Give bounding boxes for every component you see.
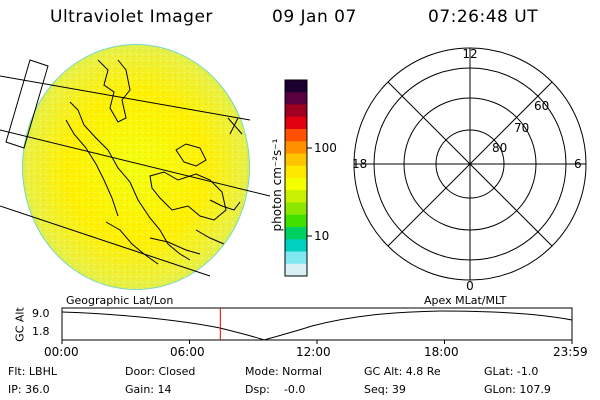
colorbar-cell [285, 165, 307, 179]
timeline-y-tick-low: 1.8 [32, 325, 50, 338]
polar-lat-60: 60 [534, 99, 549, 113]
colorbar-cell [285, 80, 307, 93]
colorbar-cell [285, 202, 307, 216]
colorbar-cell [285, 116, 307, 130]
colorbar-cell [285, 190, 307, 203]
polar-label-12: 12 [462, 47, 477, 61]
timeline-axis-label: GC Alt [13, 307, 27, 342]
timeline-x-tick-1200: 12:00 [296, 345, 331, 359]
info-dsp: Dsp: -0.0 [245, 383, 306, 396]
timeline-plot [61, 307, 573, 344]
colorbar-cell [285, 129, 307, 142]
earth-image [0, 44, 270, 290]
colorbar-cell [285, 153, 307, 167]
info-gain: Gain: 14 [125, 383, 172, 396]
timeline-x-tick-0600: 06:00 [170, 345, 205, 359]
timeline-x-tick-0000: 00:00 [44, 345, 79, 359]
info-gc-alt: GC Alt: 4.8 Re [364, 365, 441, 378]
polar-lat-70: 70 [514, 121, 529, 135]
polar-label-6: 6 [574, 157, 582, 171]
polar-label-18: 18 [352, 157, 367, 171]
colorbar-cell [285, 214, 307, 228]
info-ip: IP: 36.0 [8, 383, 50, 396]
colorbar-cell [285, 227, 307, 240]
info-flt: Flt: LBHL [8, 365, 57, 378]
colorbar-cell [285, 178, 307, 191]
polar-lat-80: 80 [492, 141, 507, 155]
timeline-x-tick-1800: 18:00 [424, 345, 459, 359]
info-seq: Seq: 39 [364, 383, 406, 396]
info-mode: Mode: Normal [245, 365, 322, 378]
colorbar-cell [285, 251, 307, 265]
polar-label-0: 0 [466, 279, 474, 293]
timeline-y-tick-high: 9.0 [32, 307, 50, 320]
timeline-right-label: Apex MLat/MLT [424, 294, 507, 307]
info-door: Door: Closed [125, 365, 196, 378]
info-glat: GLat: -1.0 [484, 365, 539, 378]
colorbar [284, 79, 312, 277]
time-label: 07:26:48 UT [428, 7, 539, 27]
colorbar-cell [285, 263, 307, 277]
polar-plot: 12 18 6 0 60 70 80 [352, 47, 587, 293]
colorbar-tick-100: 100 [314, 141, 337, 155]
timeline-left-label: Geographic Lat/Lon [66, 294, 174, 307]
colorbar-unit-label: photon cm⁻²s⁻¹ [270, 138, 284, 232]
colorbar-tick-10: 10 [314, 229, 330, 243]
info-glon: GLon: 107.9 [484, 383, 551, 396]
colorbar-cell [285, 239, 307, 252]
colorbar-cell [285, 141, 307, 154]
instrument-title: Ultraviolet Imager [50, 7, 213, 27]
colorbar-cell [285, 92, 307, 105]
timeline-x-tick-2359: 23:59 [553, 345, 588, 359]
date-label: 09 Jan 07 [272, 7, 357, 27]
colorbar-cell [285, 104, 307, 118]
